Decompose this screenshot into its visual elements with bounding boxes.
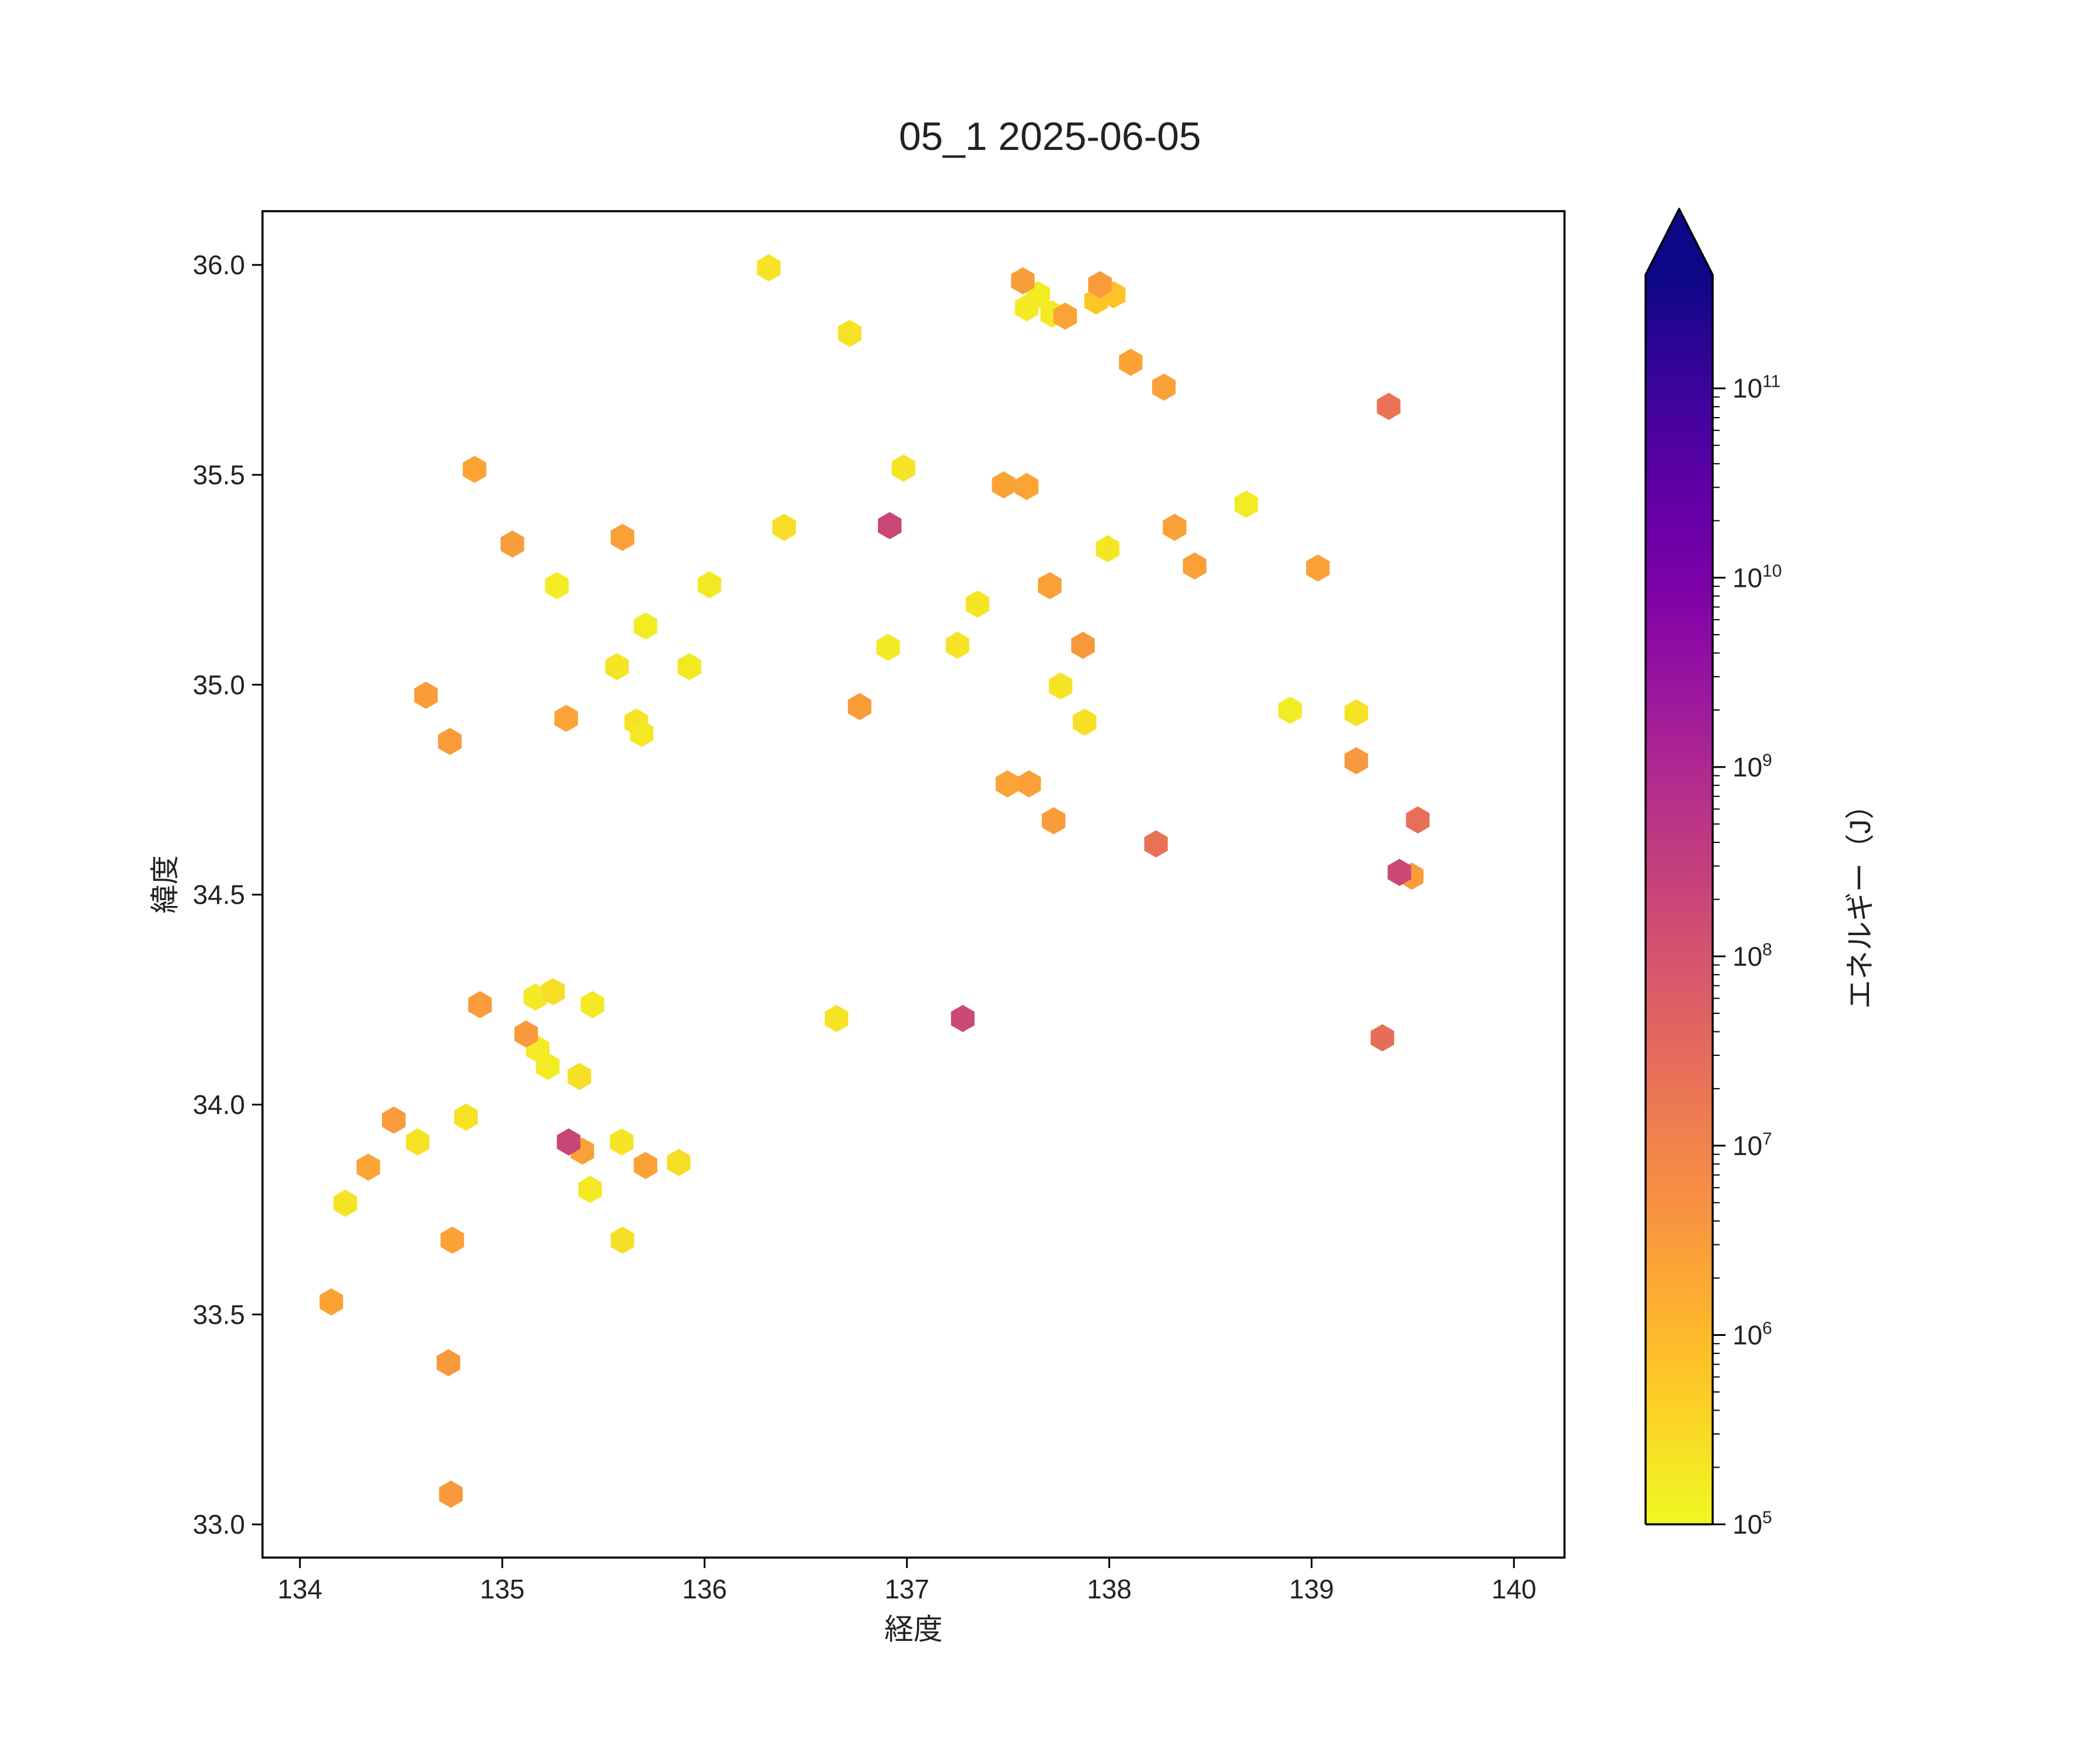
svg-text:35.5: 35.5 [192, 460, 245, 490]
svg-text:34.5: 34.5 [192, 880, 245, 910]
svg-text:107: 107 [1732, 1129, 1772, 1161]
svg-text:140: 140 [1492, 1574, 1536, 1604]
svg-text:134: 134 [278, 1574, 323, 1604]
svg-text:34.0: 34.0 [192, 1089, 245, 1119]
svg-text:106: 106 [1732, 1318, 1772, 1350]
svg-text:エネルギー（J）: エネルギー（J） [1844, 790, 1877, 1009]
svg-text:108: 108 [1732, 940, 1772, 971]
svg-text:35.0: 35.0 [192, 670, 245, 700]
svg-text:139: 139 [1289, 1574, 1334, 1604]
svg-text:33.5: 33.5 [192, 1299, 245, 1329]
svg-text:1011: 1011 [1732, 372, 1780, 404]
svg-text:経度: 経度 [884, 1613, 943, 1646]
svg-text:36.0: 36.0 [192, 250, 245, 280]
svg-text:109: 109 [1732, 751, 1772, 782]
svg-text:1010: 1010 [1732, 561, 1782, 593]
svg-text:105: 105 [1732, 1508, 1772, 1539]
svg-text:緯度: 緯度 [149, 855, 181, 914]
svg-text:135: 135 [480, 1574, 525, 1604]
svg-text:138: 138 [1087, 1574, 1132, 1604]
svg-text:33.0: 33.0 [192, 1509, 245, 1539]
svg-text:137: 137 [884, 1574, 929, 1604]
svg-text:136: 136 [682, 1574, 727, 1604]
